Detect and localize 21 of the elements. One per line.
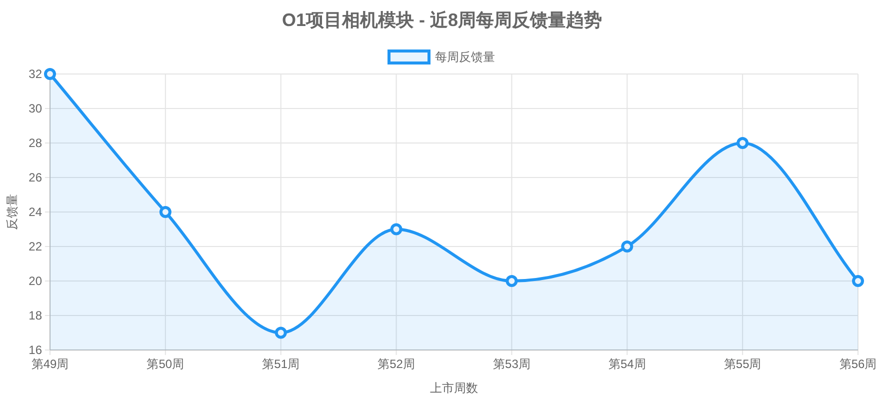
x-tick-label: 第51周 — [262, 357, 300, 371]
y-tick-label: 18 — [28, 308, 42, 322]
y-tick-label: 30 — [28, 102, 42, 116]
x-axis-title: 上市周数 — [430, 381, 478, 395]
y-tick-label: 24 — [28, 205, 42, 219]
y-tick-label: 28 — [28, 136, 42, 150]
x-tick-label: 第56周 — [839, 357, 877, 371]
x-tick-label: 第53周 — [493, 357, 530, 371]
y-tick-label: 22 — [28, 240, 42, 254]
y-tick-label: 32 — [28, 67, 42, 81]
x-tick-label: 第49周 — [31, 357, 69, 371]
y-tick-label: 20 — [28, 274, 42, 288]
y-tick-label: 16 — [28, 343, 42, 357]
x-tick-label: 第55周 — [724, 357, 762, 371]
x-tick-label: 第52周 — [378, 357, 415, 371]
legend-label: 每周反馈量 — [435, 50, 495, 64]
x-tick-label: 第54周 — [608, 357, 646, 371]
y-tick-label: 26 — [28, 170, 42, 184]
y-axis-title: 反馈量 — [5, 194, 19, 230]
chart-title: O1项目相机模块 - 近8周每周反馈量趋势 — [282, 10, 602, 30]
x-tick-label: 第50周 — [146, 357, 184, 371]
